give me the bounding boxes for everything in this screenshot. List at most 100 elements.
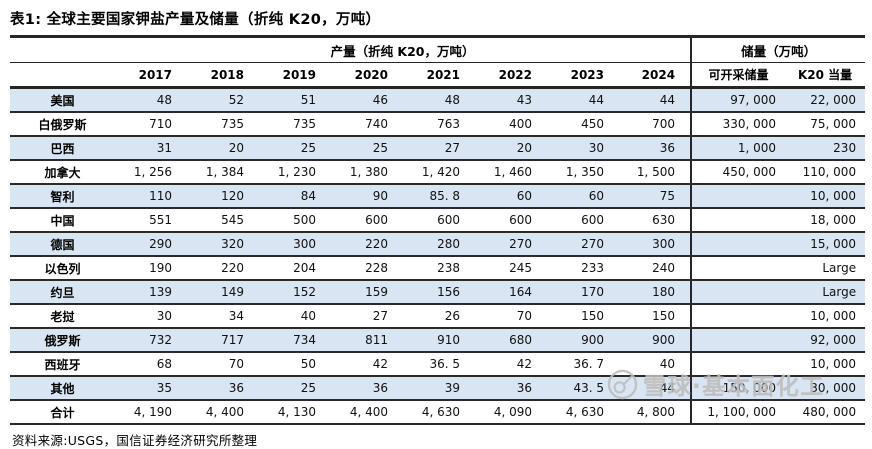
production-value-cell: 34 [187,304,259,329]
production-value-cell: 270 [475,232,547,257]
k2o-equivalent-cell: 10, 000 [785,304,866,329]
k2o-equivalent-cell: 30, 000 [785,376,866,401]
production-value-cell: 90 [331,184,403,209]
production-value-cell: 545 [187,208,259,233]
production-value-cell: 4, 090 [475,400,547,425]
country-header-placeholder [10,62,115,89]
production-value-cell: 36 [331,376,403,401]
k2o-equivalent-cell: 22, 000 [785,87,866,113]
recoverable-reserve-cell: 330, 000 [690,112,786,137]
production-value-cell: 1, 420 [403,160,475,185]
table-row: 老挝 30 34 40 27 26 70 150 150 10, 000 [10,304,866,329]
production-value-cell: 1, 384 [187,160,259,185]
country-column-blank-header [10,35,115,63]
production-value-cell: 735 [187,112,259,137]
production-value-cell: 600 [331,208,403,233]
recoverable-reserves-header: 可开采储量 [690,62,786,89]
production-value-cell: 52 [187,87,259,113]
production-value-cell: 110 [115,184,187,209]
production-value-cell: 25 [259,376,331,401]
production-value-cell: 320 [187,232,259,257]
k2o-equivalent-cell: 75, 000 [785,112,866,137]
production-value-cell: 1, 380 [331,160,403,185]
recoverable-reserve-cell [690,328,786,353]
table-row: 德国 290 320 300 220 280 270 270 300 15, 000 [10,232,866,257]
production-value-cell: 4, 130 [259,400,331,425]
production-value-cell: 450 [547,112,619,137]
production-value-cell: 25 [259,136,331,161]
production-value-cell: 1, 230 [259,160,331,185]
production-value-cell: 4, 400 [187,400,259,425]
production-value-cell: 600 [475,208,547,233]
production-value-cell: 238 [403,256,475,281]
table-row: 加拿大 1, 256 1, 384 1, 230 1, 380 1, 420 1, 460 1… [10,160,866,185]
recoverable-reserve-cell [690,304,786,329]
k2o-equivalent-cell: 110, 000 [785,160,866,185]
table-row: 其他 35 36 25 36 39 36 43. 5 44 150, 000 30, 000 [10,376,866,401]
production-value-cell: 36. 5 [403,352,475,377]
k2o-equivalent-header: K20 当量 [785,62,866,89]
potash-production-table: 产量（折纯 K20，万吨） 储量（万吨） 2017 2018 2019 2020 202… [10,35,866,425]
k2o-equivalent-cell: 10, 000 [785,352,866,377]
production-value-cell: 4, 630 [403,400,475,425]
production-value-cell: 204 [259,256,331,281]
production-value-cell: 763 [403,112,475,137]
production-value-cell: 60 [547,184,619,209]
production-value-cell: 700 [619,112,692,137]
recoverable-reserve-cell [690,232,786,257]
k2o-equivalent-cell: 480, 000 [785,400,866,425]
country-cell: 俄罗斯 [10,328,115,353]
production-value-cell: 50 [259,352,331,377]
production-value-cell: 900 [619,328,692,353]
recoverable-reserve-cell [690,256,786,281]
country-cell: 加拿大 [10,160,115,185]
production-value-cell: 31 [115,136,187,161]
production-value-cell: 75 [619,184,692,209]
production-value-cell: 680 [475,328,547,353]
production-value-cell: 48 [115,87,187,113]
production-value-cell: 44 [619,376,692,401]
production-value-cell: 40 [259,304,331,329]
year-header: 2022 [475,62,547,89]
k2o-equivalent-cell: 10, 000 [785,184,866,209]
production-value-cell: 156 [403,280,475,305]
production-group-header: 产量（折纯 K20，万吨） [115,35,692,63]
production-value-cell: 30 [547,136,619,161]
production-value-cell: 84 [259,184,331,209]
year-header: 2020 [331,62,403,89]
production-value-cell: 1, 460 [475,160,547,185]
production-value-cell: 152 [259,280,331,305]
production-value-cell: 600 [547,208,619,233]
production-value-cell: 20 [187,136,259,161]
production-value-cell: 811 [331,328,403,353]
production-value-cell: 70 [187,352,259,377]
production-value-cell: 732 [115,328,187,353]
table-row: 智利 110 120 84 90 85. 8 60 60 75 10, 000 [10,184,866,209]
country-cell: 西班牙 [10,352,115,377]
country-cell: 约旦 [10,280,115,305]
production-value-cell: 150 [547,304,619,329]
production-value-cell: 25 [331,136,403,161]
country-cell: 白俄罗斯 [10,112,115,137]
production-value-cell: 150 [619,304,692,329]
country-cell: 中国 [10,208,115,233]
country-cell: 巴西 [10,136,115,161]
production-value-cell: 600 [403,208,475,233]
production-value-cell: 46 [331,87,403,113]
table-row: 俄罗斯 732 717 734 811 910 680 900 900 92, 000 [10,328,866,353]
production-value-cell: 42 [331,352,403,377]
recoverable-reserve-cell: 1, 100, 000 [690,400,786,425]
production-value-cell: 180 [619,280,692,305]
production-value-cell: 4, 400 [331,400,403,425]
production-value-cell: 717 [187,328,259,353]
recoverable-reserve-cell: 97, 000 [690,87,786,113]
production-value-cell: 220 [187,256,259,281]
year-header: 2019 [259,62,331,89]
production-value-cell: 70 [475,304,547,329]
year-header: 2017 [115,62,187,89]
production-value-cell: 735 [259,112,331,137]
year-header: 2023 [547,62,619,89]
production-value-cell: 60 [475,184,547,209]
k2o-equivalent-cell: 92, 000 [785,328,866,353]
